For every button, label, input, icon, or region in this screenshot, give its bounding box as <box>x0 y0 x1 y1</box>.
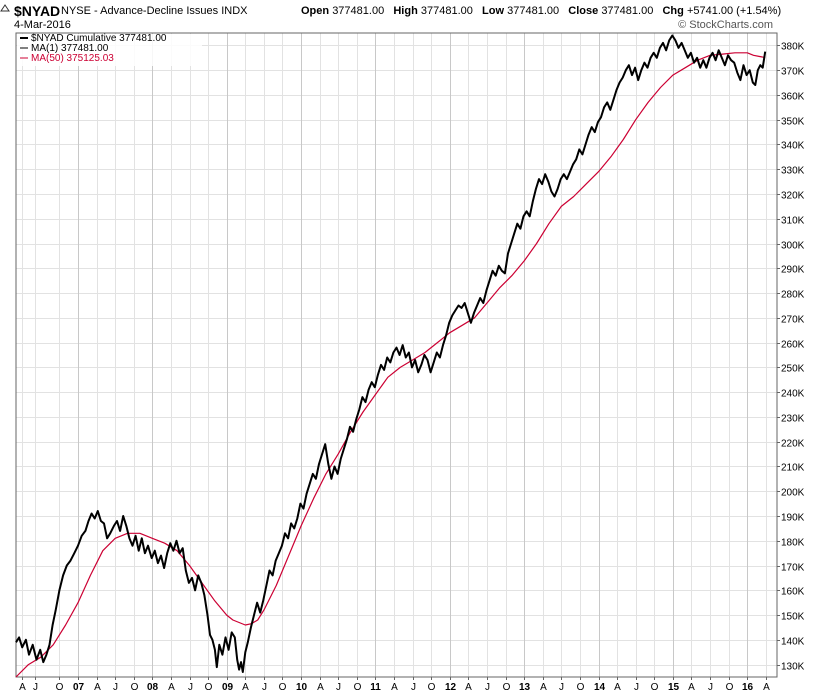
exchange-label: INDX <box>221 5 248 17</box>
x-tick-label: A <box>614 682 621 693</box>
x-tick-label: A <box>317 682 324 693</box>
y-tick-label: 250K <box>781 364 805 375</box>
x-tick-label: 08 <box>147 682 159 693</box>
x-tick-label: J <box>559 682 564 693</box>
y-tick-label: 180K <box>781 538 805 549</box>
x-tick-label: 07 <box>73 682 85 693</box>
x-tick-label: O <box>651 682 659 693</box>
y-tick-label: 140K <box>781 637 805 648</box>
x-tick-label: O <box>56 682 64 693</box>
x-tick-label: A <box>94 682 101 693</box>
x-tick-label: 13 <box>519 682 531 693</box>
open-label: Open <box>301 5 330 17</box>
y-tick-label: 240K <box>781 389 805 400</box>
y-tick-label: 370K <box>781 67 805 78</box>
chart-description: NYSE - Advance-Decline Issues INDX <box>61 5 247 17</box>
x-tick-label: O <box>279 682 287 693</box>
x-tick-label: A <box>168 682 175 693</box>
y-axis: 130K 140K 150K 160K 170K 180K 190K 200K 210K 220K… <box>777 42 805 673</box>
plot-frame <box>15 32 778 678</box>
ma-50-line <box>15 52 766 678</box>
x-tick-label: A <box>465 682 472 693</box>
x-tick-label: J <box>113 682 118 693</box>
x-tick-label: A <box>242 682 249 693</box>
x-tick-label: O <box>205 682 213 693</box>
x-tick-label: O <box>726 682 734 693</box>
x-tick-label: 15 <box>668 682 680 693</box>
x-tick-label: J <box>411 682 416 693</box>
high-label: High <box>393 5 418 17</box>
stockcharts-brand[interactable]: © StockCharts.com <box>678 19 773 31</box>
low-label: Low <box>482 5 505 17</box>
y-tick-label: 130K <box>781 662 805 673</box>
y-tick-label: 270K <box>781 315 805 326</box>
x-tick-label: J <box>485 682 490 693</box>
x-tick-label: O <box>428 682 436 693</box>
nyad-cumulative-line <box>15 34 767 673</box>
legend-entry: $NYAD Cumulative 377481.00 <box>31 33 167 44</box>
x-tick-label: O <box>503 682 511 693</box>
x-tick-label: A <box>540 682 547 693</box>
y-tick-label: 300K <box>781 241 805 252</box>
y-tick-label: 200K <box>781 488 805 499</box>
y-tick-label: 320K <box>781 191 805 202</box>
x-tick-label: 11 <box>370 682 381 693</box>
x-tick-label: J <box>634 682 639 693</box>
y-tick-label: 290K <box>781 265 805 276</box>
chg-label: Chg <box>662 5 684 17</box>
x-axis: A J O 07 A J O 08 A J O 09 A J O 10 A J O 11 A J O 12 A J O 13 A J O 14… <box>19 677 770 693</box>
y-tick-label: 260K <box>781 340 805 351</box>
x-tick-label: 16 <box>742 682 754 693</box>
y-tick-label: 190K <box>781 513 805 524</box>
chart-date: 4-Mar-2016 <box>14 19 71 31</box>
y-tick-label: 340K <box>781 141 805 152</box>
legend-background <box>17 34 202 66</box>
y-tick-label: 230K <box>781 414 805 425</box>
description-text: NYSE - Advance-Decline Issues <box>61 5 219 17</box>
x-tick-label: O <box>577 682 585 693</box>
y-tick-label: 380K <box>781 42 805 53</box>
x-tick-label: 12 <box>445 682 457 693</box>
x-tick-label: J <box>336 682 341 693</box>
x-tick-label: A <box>391 682 398 693</box>
y-tick-label: 150K <box>781 612 805 623</box>
y-tick-label: 210K <box>781 463 805 474</box>
low-value: 377481.00 <box>507 5 560 17</box>
y-tick-label: 280K <box>781 290 805 301</box>
y-tick-label: 170K <box>781 563 805 574</box>
chart-grid <box>16 33 777 677</box>
x-tick-label: J <box>188 682 193 693</box>
y-tick-label: 330K <box>781 166 805 177</box>
x-tick-label: 10 <box>296 682 308 693</box>
x-tick-label: A <box>688 682 695 693</box>
close-value: 377481.00 <box>601 5 654 17</box>
high-value: 377481.00 <box>420 5 473 17</box>
x-tick-label: O <box>354 682 362 693</box>
y-tick-label: 220K <box>781 439 805 450</box>
x-tick-label: J <box>33 682 38 693</box>
chart-symbol: $NYAD <box>14 3 61 19</box>
x-tick-label: A <box>763 682 770 693</box>
close-label: Close <box>568 5 599 17</box>
x-tick-label: 09 <box>222 682 234 693</box>
y-tick-label: 310K <box>781 216 805 227</box>
legend-entry: MA(1) 377481.00 <box>31 43 109 54</box>
open-value: 377481.00 <box>332 5 385 17</box>
series-layer <box>15 34 767 678</box>
y-tick-label: 350K <box>781 117 805 128</box>
collapse-arrow-icon[interactable] <box>0 3 10 13</box>
chg-value: +5741.00 (+1.54%) <box>686 5 782 17</box>
legend-entry: MA(50) 375125.03 <box>31 53 114 64</box>
x-tick-label: J <box>262 682 267 693</box>
x-tick-label: 14 <box>594 682 606 693</box>
y-tick-label: 160K <box>781 587 805 598</box>
price-stats: Open 377481.00 High 377481.00 Low 377481… <box>301 5 781 17</box>
y-tick-label: 360K <box>781 92 805 103</box>
x-tick-label: O <box>131 682 139 693</box>
x-tick-label: A <box>19 682 26 693</box>
x-tick-label: J <box>708 682 713 693</box>
